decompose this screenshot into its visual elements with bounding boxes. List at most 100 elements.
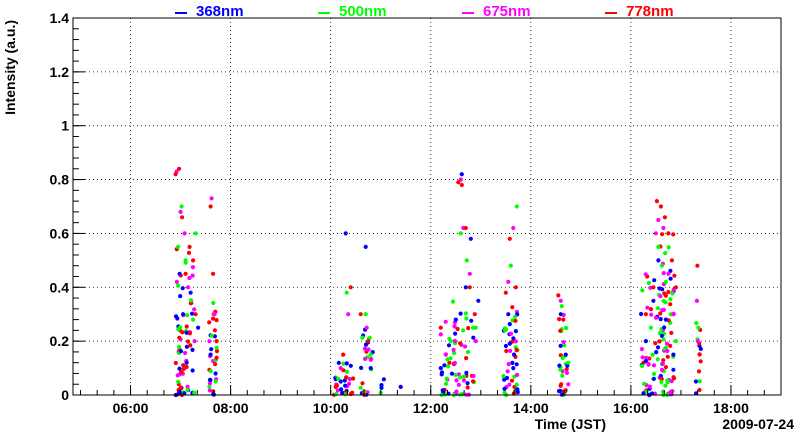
data-point-778nm (561, 317, 566, 322)
density-point (658, 317, 663, 322)
data-point-500nm (464, 258, 469, 263)
density-point (469, 318, 474, 323)
density-point (214, 345, 219, 350)
data-point-778nm (348, 285, 353, 290)
data-point-500nm (448, 339, 453, 344)
density-point (344, 375, 349, 380)
density-point (177, 344, 182, 349)
data-point-500nm (368, 352, 373, 357)
density-point (665, 348, 670, 354)
data-point-368nm (343, 231, 348, 236)
density-point (561, 340, 566, 345)
density-point (464, 356, 469, 361)
density-point (503, 343, 508, 349)
plot-frame (72, 17, 782, 396)
data-point-778nm (341, 352, 346, 357)
density-point (557, 317, 562, 322)
data-point-778nm (662, 215, 668, 220)
density-point (212, 328, 217, 333)
data-point-500nm (209, 333, 214, 338)
density-point (208, 377, 213, 383)
density-point (181, 363, 186, 368)
data-point-675nm (653, 231, 659, 236)
density-point (444, 376, 449, 381)
data-point-500nm (176, 244, 181, 249)
density-point (658, 311, 663, 316)
data-point-368nm (196, 325, 201, 330)
density-point (458, 341, 463, 346)
density-point (505, 375, 510, 381)
data-point-778nm (211, 271, 216, 276)
density-point (663, 293, 669, 298)
y-tick-label: 0.6 (50, 225, 70, 241)
density-point (458, 375, 463, 380)
data-point-368nm (476, 298, 481, 303)
density-point (182, 391, 187, 396)
data-point-368nm (338, 379, 343, 384)
data-point-675nm (656, 217, 661, 223)
density-point (463, 311, 468, 316)
density-point (697, 352, 702, 357)
density-point (566, 382, 571, 387)
data-point-778nm (456, 180, 461, 185)
data-point-675nm (558, 298, 563, 303)
density-point (186, 250, 192, 255)
density-point (661, 271, 666, 276)
density-point (452, 350, 457, 356)
data-point-778nm (472, 312, 477, 317)
density-point (698, 359, 703, 364)
density-point (644, 355, 649, 360)
data-point-500nm (514, 204, 519, 209)
data-point-778nm (183, 271, 188, 276)
density-point (501, 374, 506, 379)
density-point (351, 376, 356, 381)
density-point (174, 279, 179, 284)
density-point (668, 343, 673, 348)
density-point (453, 331, 458, 336)
density-point (663, 300, 668, 305)
density-point (510, 360, 515, 365)
density-point (465, 381, 470, 386)
density-point (663, 365, 669, 370)
density-point (207, 388, 212, 393)
density-point (340, 391, 345, 396)
density-point (564, 325, 569, 331)
density-point (560, 373, 565, 378)
density-point (176, 379, 181, 384)
density-point (655, 306, 661, 311)
density-point (639, 311, 644, 317)
data-point-778nm (191, 258, 196, 263)
y-tick-label: 0.8 (50, 172, 70, 188)
density-point (465, 385, 470, 390)
density-point (362, 346, 368, 351)
density-point (694, 321, 699, 326)
density-point (510, 305, 515, 310)
data-point-675nm (458, 177, 463, 182)
density-point (471, 379, 476, 384)
data-point-778nm (214, 339, 219, 344)
density-point (668, 276, 673, 281)
density-point (451, 347, 456, 352)
data-point-500nm (648, 325, 654, 330)
density-point (668, 302, 673, 307)
data-point-675nm (338, 366, 343, 371)
y-tick-label: 0.2 (50, 333, 70, 349)
density-point (512, 314, 518, 319)
x-tick-label: 12:00 (413, 400, 449, 416)
density-point (658, 294, 663, 299)
density-point (213, 362, 218, 367)
density-point (651, 376, 657, 381)
density-point (558, 328, 563, 333)
density-point (696, 369, 702, 374)
density-point (190, 265, 195, 270)
density-point (672, 273, 677, 278)
density-point (640, 363, 645, 369)
data-point-368nm (463, 285, 468, 290)
data-point-778nm (459, 182, 464, 188)
density-point (514, 348, 519, 353)
density-point (653, 341, 658, 346)
data-point-368nm (659, 333, 665, 338)
density-point (644, 389, 649, 394)
density-point (173, 360, 178, 366)
density-point (514, 362, 519, 367)
